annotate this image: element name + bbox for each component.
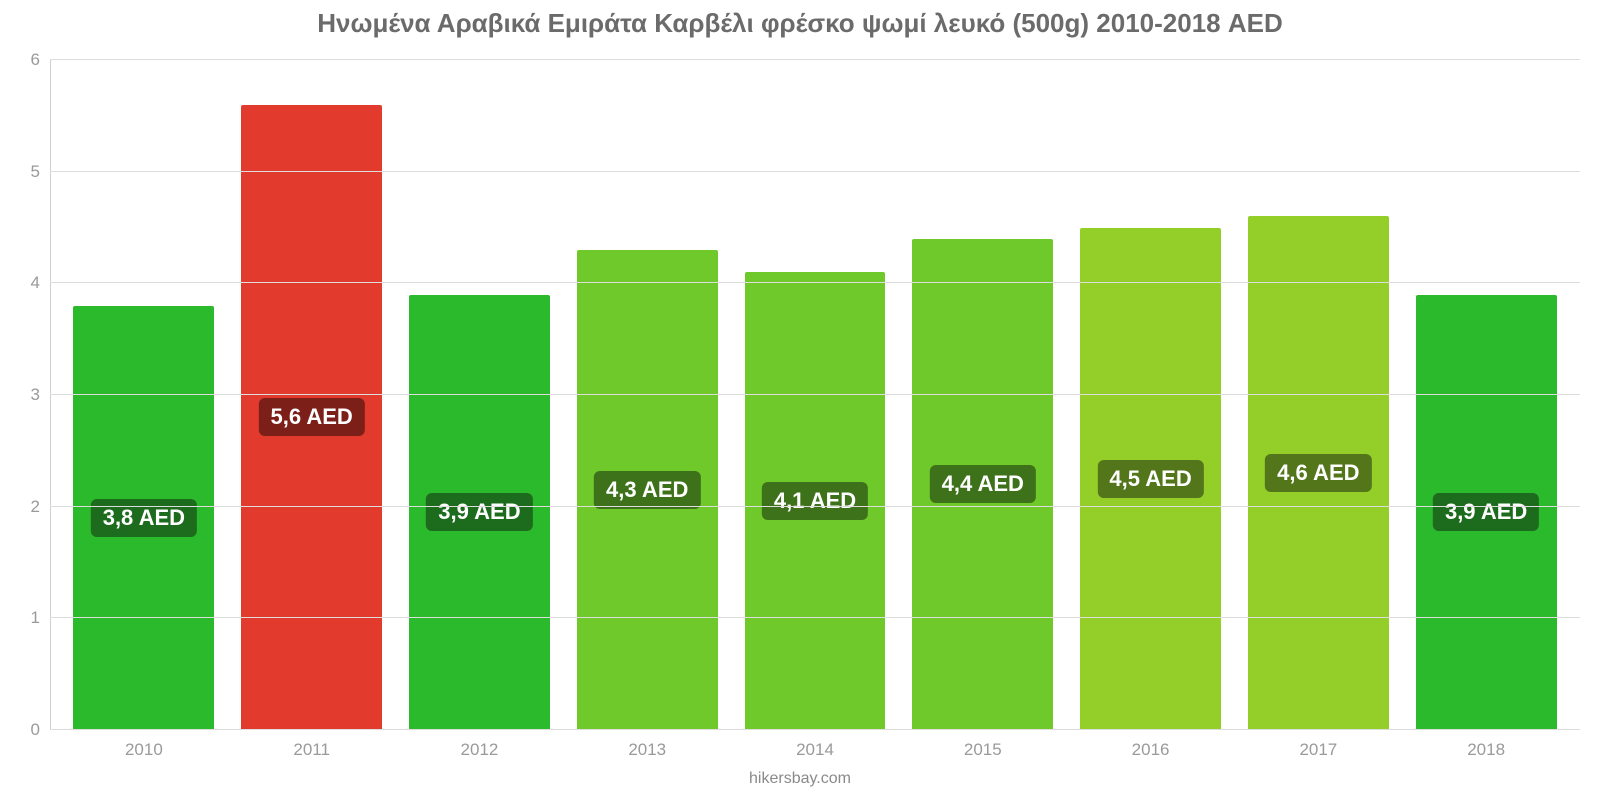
bar: 5,6 AED: [241, 105, 382, 730]
gridline: [50, 282, 1580, 283]
gridline: [50, 506, 1580, 507]
bar-value-label: 3,9 AED: [1433, 493, 1539, 531]
gridline: [50, 394, 1580, 395]
bar-value-label: 5,6 AED: [258, 398, 364, 436]
y-tick-label: 6: [31, 50, 50, 70]
bar: 4,6 AED: [1248, 216, 1389, 730]
chart-title: Ηνωμένα Αραβικά Εμιράτα Καρβέλι φρέσκο ψ…: [0, 8, 1600, 39]
plot-area: 3,8 AED 5,6 AED 3,9 AED 4,3 AED 4,1 AED 4,4 A…: [50, 60, 1580, 730]
x-tick-label: 2015: [899, 740, 1067, 760]
chart-footer: hikersbay.com: [0, 770, 1600, 788]
bar-slot: 4,4 AED: [899, 60, 1067, 730]
y-tick-label: 4: [31, 273, 50, 293]
x-tick-label: 2011: [228, 740, 396, 760]
bar-slot: 4,6 AED: [1234, 60, 1402, 730]
bar-slot: 4,1 AED: [731, 60, 899, 730]
bar-slot: 3,9 AED: [396, 60, 564, 730]
bar: 4,4 AED: [912, 239, 1053, 730]
bar: 3,9 AED: [409, 295, 550, 731]
y-tick-label: 5: [31, 162, 50, 182]
bar: 3,8 AED: [73, 306, 214, 730]
bar-slot: 4,5 AED: [1067, 60, 1235, 730]
bar-slot: 3,8 AED: [60, 60, 228, 730]
bar-slot: 5,6 AED: [228, 60, 396, 730]
bar-slot: 4,3 AED: [563, 60, 731, 730]
y-tick-label: 1: [31, 608, 50, 628]
x-tick-label: 2017: [1234, 740, 1402, 760]
x-tick-label: 2010: [60, 740, 228, 760]
x-tick-label: 2016: [1067, 740, 1235, 760]
bar-value-label: 4,3 AED: [594, 471, 700, 509]
y-tick-label: 3: [31, 385, 50, 405]
gridline: [50, 171, 1580, 172]
gridline: [50, 617, 1580, 618]
gridline: [50, 729, 1580, 730]
x-tick-label: 2018: [1402, 740, 1570, 760]
x-axis: 201020112012201320142015201620172018: [50, 740, 1580, 760]
bars-group: 3,8 AED 5,6 AED 3,9 AED 4,3 AED 4,1 AED 4,4 A…: [50, 60, 1580, 730]
bar-slot: 3,9 AED: [1402, 60, 1570, 730]
bar-value-label: 4,4 AED: [930, 465, 1036, 503]
bar-value-label: 4,1 AED: [762, 482, 868, 520]
bar: 3,9 AED: [1416, 295, 1557, 731]
bar: 4,3 AED: [577, 250, 718, 730]
gridline: [50, 59, 1580, 60]
y-tick-label: 0: [31, 720, 50, 740]
bar: 4,5 AED: [1080, 228, 1221, 731]
chart-container: Ηνωμένα Αραβικά Εμιράτα Καρβέλι φρέσκο ψ…: [0, 0, 1600, 800]
x-tick-label: 2014: [731, 740, 899, 760]
bar-value-label: 4,6 AED: [1265, 454, 1371, 492]
y-tick-label: 2: [31, 497, 50, 517]
x-tick-label: 2012: [396, 740, 564, 760]
x-tick-label: 2013: [563, 740, 731, 760]
bar-value-label: 3,9 AED: [426, 493, 532, 531]
bar: 4,1 AED: [745, 272, 886, 730]
bar-value-label: 3,8 AED: [91, 499, 197, 537]
bar-value-label: 4,5 AED: [1097, 460, 1203, 498]
